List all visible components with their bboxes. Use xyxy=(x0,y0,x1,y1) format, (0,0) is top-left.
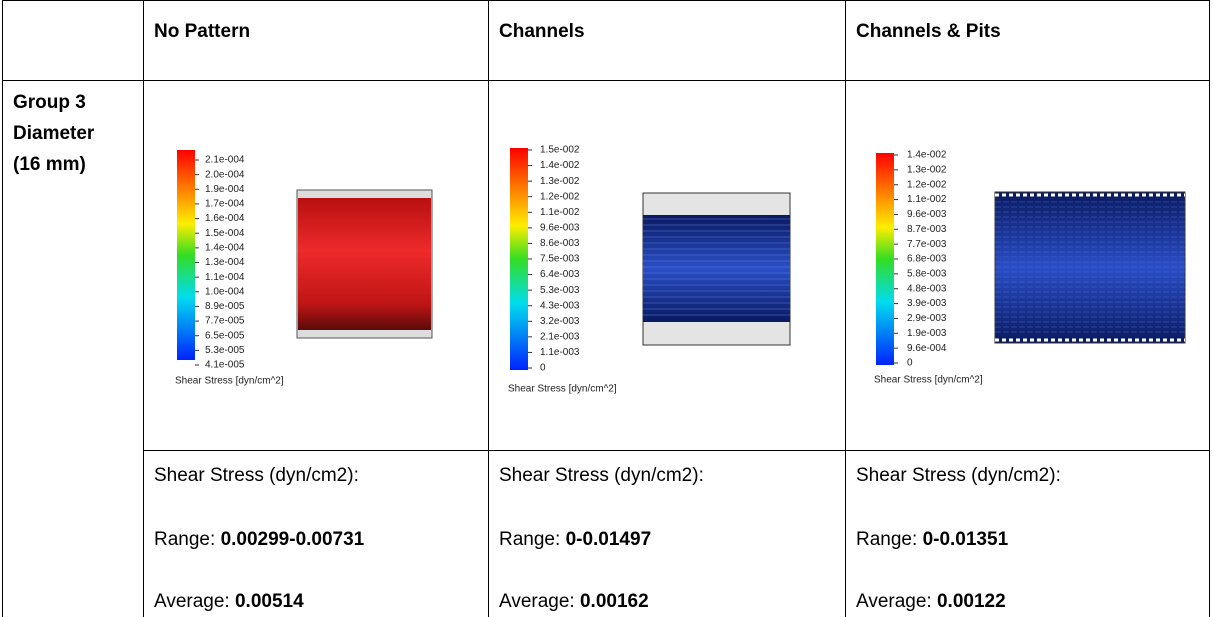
legend-label: 6.5e-005 xyxy=(205,330,245,341)
legend-label: 1.9e-003 xyxy=(907,328,947,339)
legend-label: 6.8e-003 xyxy=(907,254,947,265)
legend-label: 8.7e-003 xyxy=(907,224,947,235)
legend-label: 2.9e-003 xyxy=(907,313,947,324)
legend-caption: Shear Stress [dyn/cm^2] xyxy=(508,384,617,395)
legend-label: 1.3e-002 xyxy=(540,176,580,187)
legend-label: 2.0e-004 xyxy=(205,169,245,180)
legend-label: 9.6e-004 xyxy=(907,343,947,354)
figures: 2.1e-004 2.0e-004 1.9e-004 1.7e-004 1.6e-004… xyxy=(0,0,1213,617)
legend-label: 1.7e-004 xyxy=(205,199,245,210)
legend-label: 1.4e-002 xyxy=(540,160,580,171)
legend-label: 5.3e-005 xyxy=(205,345,245,356)
legend-label: 5.8e-003 xyxy=(907,268,947,279)
legend-label: 1.1e-004 xyxy=(205,272,245,283)
legend-label: 3.2e-003 xyxy=(540,316,580,327)
legend-label: 1.4e-004 xyxy=(205,242,245,253)
legend-label: 0 xyxy=(540,363,546,374)
legend-label: 1.2e-002 xyxy=(540,191,580,202)
legend-label: 7.7e-003 xyxy=(907,239,947,250)
legend-label: 4.8e-003 xyxy=(907,283,947,294)
legend-label: 1.1e-002 xyxy=(540,207,580,218)
legend-label: 8.6e-003 xyxy=(540,238,580,249)
legend-label: 4.1e-005 xyxy=(205,360,245,371)
legend-label: 1.5e-002 xyxy=(540,145,580,156)
legend-label: 0 xyxy=(907,358,913,369)
legend-label: 1.1e-002 xyxy=(907,194,947,205)
cylinder xyxy=(298,198,431,330)
legend-label: 7.7e-005 xyxy=(205,316,245,327)
legend-label: 2.1e-004 xyxy=(205,155,245,166)
legend-label: 1.4e-002 xyxy=(907,150,947,161)
legend-label: 9.6e-003 xyxy=(907,209,947,220)
legend-label: 1.5e-004 xyxy=(205,228,245,239)
legend-label: 3.9e-003 xyxy=(907,298,947,309)
legend-label: 4.3e-003 xyxy=(540,300,580,311)
legend-label: 1.9e-004 xyxy=(205,184,245,195)
legend-label: 1.6e-004 xyxy=(205,213,245,224)
legend-label: 8.9e-005 xyxy=(205,301,245,312)
colorbar xyxy=(510,148,528,370)
page: No PatternChannelsChannels & PitsGroup 3… xyxy=(0,0,1213,617)
legend-label: 1.2e-002 xyxy=(907,179,947,190)
legend-caption: Shear Stress [dyn/cm^2] xyxy=(874,375,983,386)
legend-label: 1.3e-004 xyxy=(205,257,245,268)
legend-label: 5.3e-003 xyxy=(540,285,580,296)
legend-caption: Shear Stress [dyn/cm^2] xyxy=(175,376,284,387)
colorbar xyxy=(177,150,195,360)
legend-label: 6.4e-003 xyxy=(540,269,580,280)
legend-label: 2.1e-003 xyxy=(540,331,580,342)
legend-label: 9.6e-003 xyxy=(540,222,580,233)
legend-label: 7.5e-003 xyxy=(540,254,580,265)
legend-label: 1.1e-003 xyxy=(540,347,580,358)
legend-label: 1.3e-002 xyxy=(907,164,947,175)
cylinder xyxy=(995,192,1185,343)
legend-label: 1.0e-004 xyxy=(205,286,245,297)
colorbar xyxy=(876,153,894,365)
